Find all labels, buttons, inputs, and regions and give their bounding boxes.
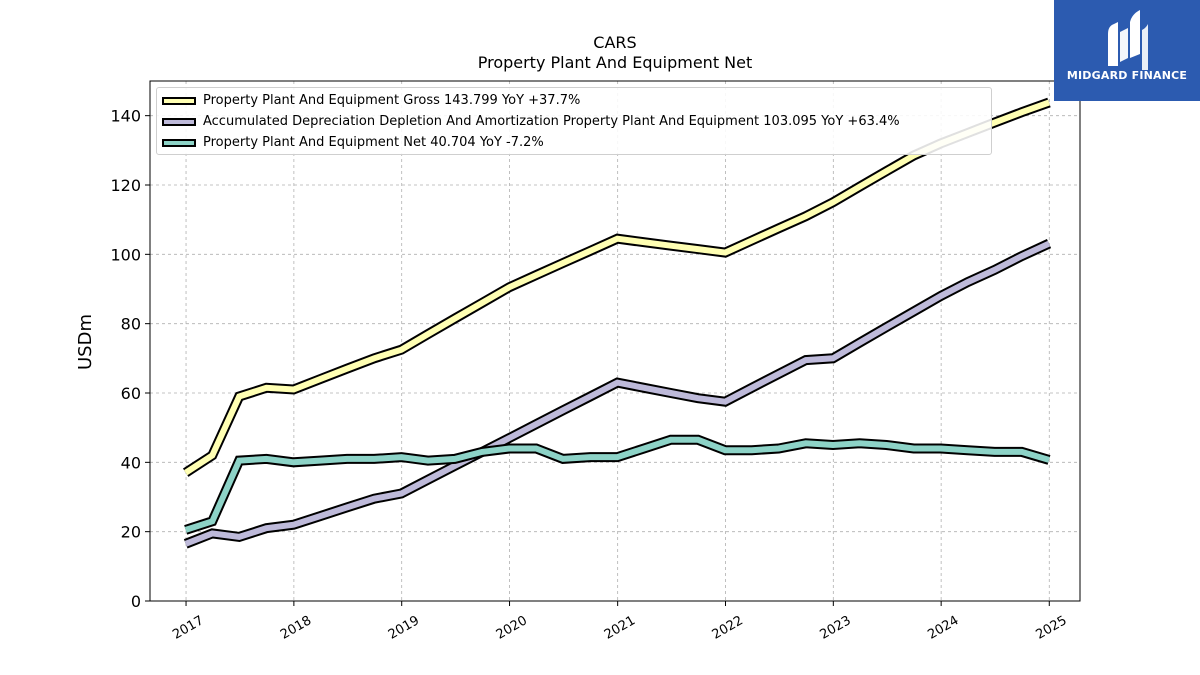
x-tick-label: 2018 <box>278 613 314 643</box>
legend: Property Plant And Equipment Gross 143.7… <box>156 87 992 155</box>
chart-subtitle: Property Plant And Equipment Net <box>477 53 753 72</box>
y-axis: 0 20 40 60 80 100 120 140 <box>110 107 150 611</box>
legend-swatch-gross <box>162 97 196 105</box>
x-axis: 2017 2018 2019 2020 2021 2022 2023 2024 2025 <box>170 601 1070 643</box>
x-tick-label: 2025 <box>1033 613 1069 643</box>
series-layer <box>182 97 1052 549</box>
series-3 <box>184 434 1051 535</box>
y-tick-label: 120 <box>110 176 141 195</box>
series-2 <box>183 239 1052 549</box>
y-axis-label: USDm <box>75 314 96 370</box>
x-tick-label: 2017 <box>170 613 206 643</box>
y-tick-label: 40 <box>121 453 141 472</box>
x-tick-label: 2024 <box>925 613 961 643</box>
x-tick-label: 2019 <box>386 613 422 643</box>
y-tick-label: 100 <box>110 245 141 264</box>
legend-swatch-depreciation <box>162 118 196 126</box>
legend-label-gross: Property Plant And Equipment Gross 143.7… <box>203 93 581 108</box>
x-tick-label: 2021 <box>602 613 638 643</box>
x-tick-label: 2022 <box>710 613 746 643</box>
series-line <box>184 436 1050 533</box>
series-line <box>184 99 1051 476</box>
y-tick-label: 80 <box>121 315 141 334</box>
logo-text: MIDGARD FINANCE <box>1066 69 1188 82</box>
x-tick-label: 2020 <box>494 613 530 643</box>
series-1 <box>182 97 1051 477</box>
x-tick-label: 2023 <box>817 613 853 643</box>
legend-label-net: Property Plant And Equipment Net 40.704 … <box>203 135 544 150</box>
chart-title: CARS <box>593 33 637 52</box>
legend-label-depreciation: Accumulated Depreciation Depletion And A… <box>203 114 900 129</box>
axes-frame <box>149 80 1081 602</box>
y-tick-label: 0 <box>131 592 141 611</box>
y-tick-label: 140 <box>110 107 141 126</box>
legend-swatch-net <box>162 139 196 147</box>
y-tick-label: 60 <box>121 384 141 403</box>
midgard-logo-icon <box>1108 10 1148 70</box>
y-tick-label: 20 <box>121 523 141 542</box>
midgard-finance-logo: MIDGARD FINANCE <box>1054 0 1200 101</box>
series-line <box>184 240 1051 547</box>
